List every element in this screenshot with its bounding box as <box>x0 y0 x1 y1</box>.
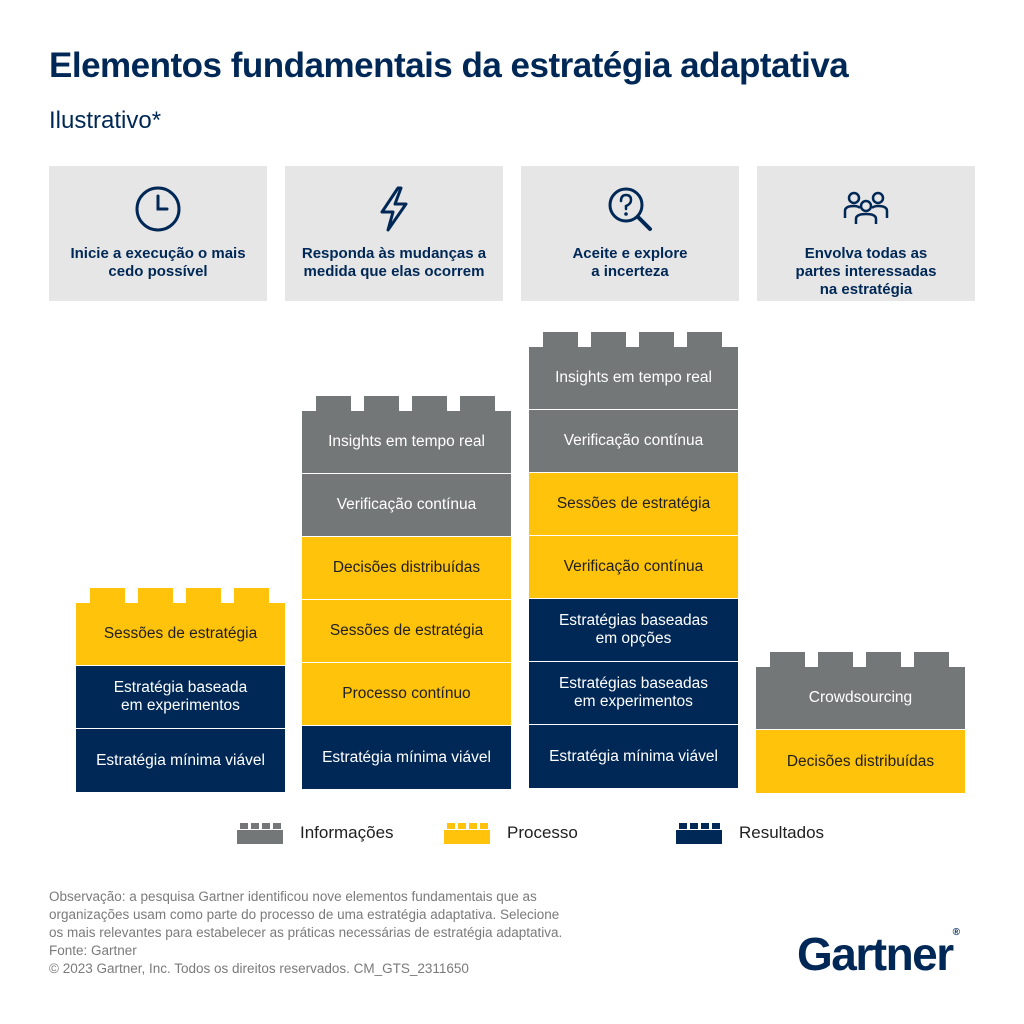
brick-process: Processo contínuo <box>302 663 511 726</box>
brick-result: Estratégia mínima viável <box>302 726 511 789</box>
card-label: Aceite e explore a incerteza <box>572 245 688 280</box>
brick-process: Sessões de estratégia <box>529 473 738 536</box>
brick-result: Estratégia mínima viável <box>529 725 738 788</box>
principle-card-embrace-uncertainty: Aceite e explore a incerteza <box>521 166 739 301</box>
stack-4: Crowdsourcing Decisões distribuídas <box>756 652 965 793</box>
brick-process: Verificação contínua <box>529 536 738 599</box>
brick-info: Verificação contínua <box>302 474 511 537</box>
stack-studs <box>76 588 285 603</box>
brick-info: Verificação contínua <box>529 410 738 473</box>
legend-item-process: Processo <box>444 820 578 846</box>
brick-process: Sessões de estratégia <box>76 603 285 666</box>
principle-card-start-early: Inicie a execução o mais cedo possível <box>49 166 267 301</box>
stack-1: Sessões de estratégia Estratégia baseada… <box>76 588 285 792</box>
footnote-line: os mais relevantes para estabelecer as p… <box>49 925 563 940</box>
page-title: Elementos fundamentais da estratégia ada… <box>49 46 849 85</box>
brick-process: Decisões distribuídas <box>756 730 965 793</box>
principle-card-respond-change: Responda às mudanças a medida que elas o… <box>285 166 503 301</box>
brick-result: Estratégia mínima viável <box>76 729 285 792</box>
principle-card-involve-stakeholders: Envolva todas as partes interessadas na … <box>757 166 975 301</box>
brick-result: Estratégias baseadas em opções <box>529 599 738 662</box>
legend-swatch-result <box>676 822 722 844</box>
question-search-icon <box>608 187 652 231</box>
brick-process: Decisões distribuídas <box>302 537 511 600</box>
legend-item-info: Informações <box>237 820 394 846</box>
legend-swatch-info <box>237 822 283 844</box>
logo-registered-mark: ® <box>952 927 961 938</box>
people-group-icon <box>843 191 889 224</box>
card-label: Inicie a execução o mais cedo possível <box>70 245 246 280</box>
brick-result: Estratégias baseadas em experimentos <box>529 662 738 725</box>
legend-swatch-process <box>444 822 490 844</box>
brick-process: Sessões de estratégia <box>302 600 511 663</box>
page-subtitle: Ilustrativo* <box>49 107 162 134</box>
stack-studs <box>302 396 511 411</box>
stack-studs <box>529 332 738 347</box>
copyright-line: © 2023 Gartner, Inc. Todos os direitos r… <box>49 961 469 976</box>
footnote-line: organizações usam como parte do processo… <box>49 907 560 922</box>
clock-icon <box>135 186 181 232</box>
source-line: Fonte: Gartner <box>49 943 137 958</box>
brick-info: Insights em tempo real <box>529 347 738 410</box>
card-label: Envolva todas as partes interessadas na … <box>795 245 937 298</box>
legend-label: Processo <box>507 823 578 842</box>
brick-result: Estratégia baseada em experimentos <box>76 666 285 729</box>
legend-item-result: Resultados <box>676 820 824 846</box>
footnote: Observação: a pesquisa Gartner identific… <box>49 888 649 978</box>
stack-3: Insights em tempo real Verificação contí… <box>529 332 738 788</box>
legend-label: Informações <box>300 823 394 842</box>
card-label: Responda às mudanças a medida que elas o… <box>301 245 487 280</box>
legend-label: Resultados <box>739 823 825 842</box>
lightning-icon <box>380 186 408 232</box>
brick-info: Crowdsourcing <box>756 667 965 730</box>
logo-wordmark: Gartner <box>797 928 954 980</box>
stack-2: Insights em tempo real Verificação contí… <box>302 396 511 789</box>
footnote-line: Observação: a pesquisa Gartner identific… <box>49 889 537 904</box>
gartner-logo: Gartner® <box>797 927 960 981</box>
brick-info: Insights em tempo real <box>302 411 511 474</box>
stack-studs <box>756 652 965 667</box>
